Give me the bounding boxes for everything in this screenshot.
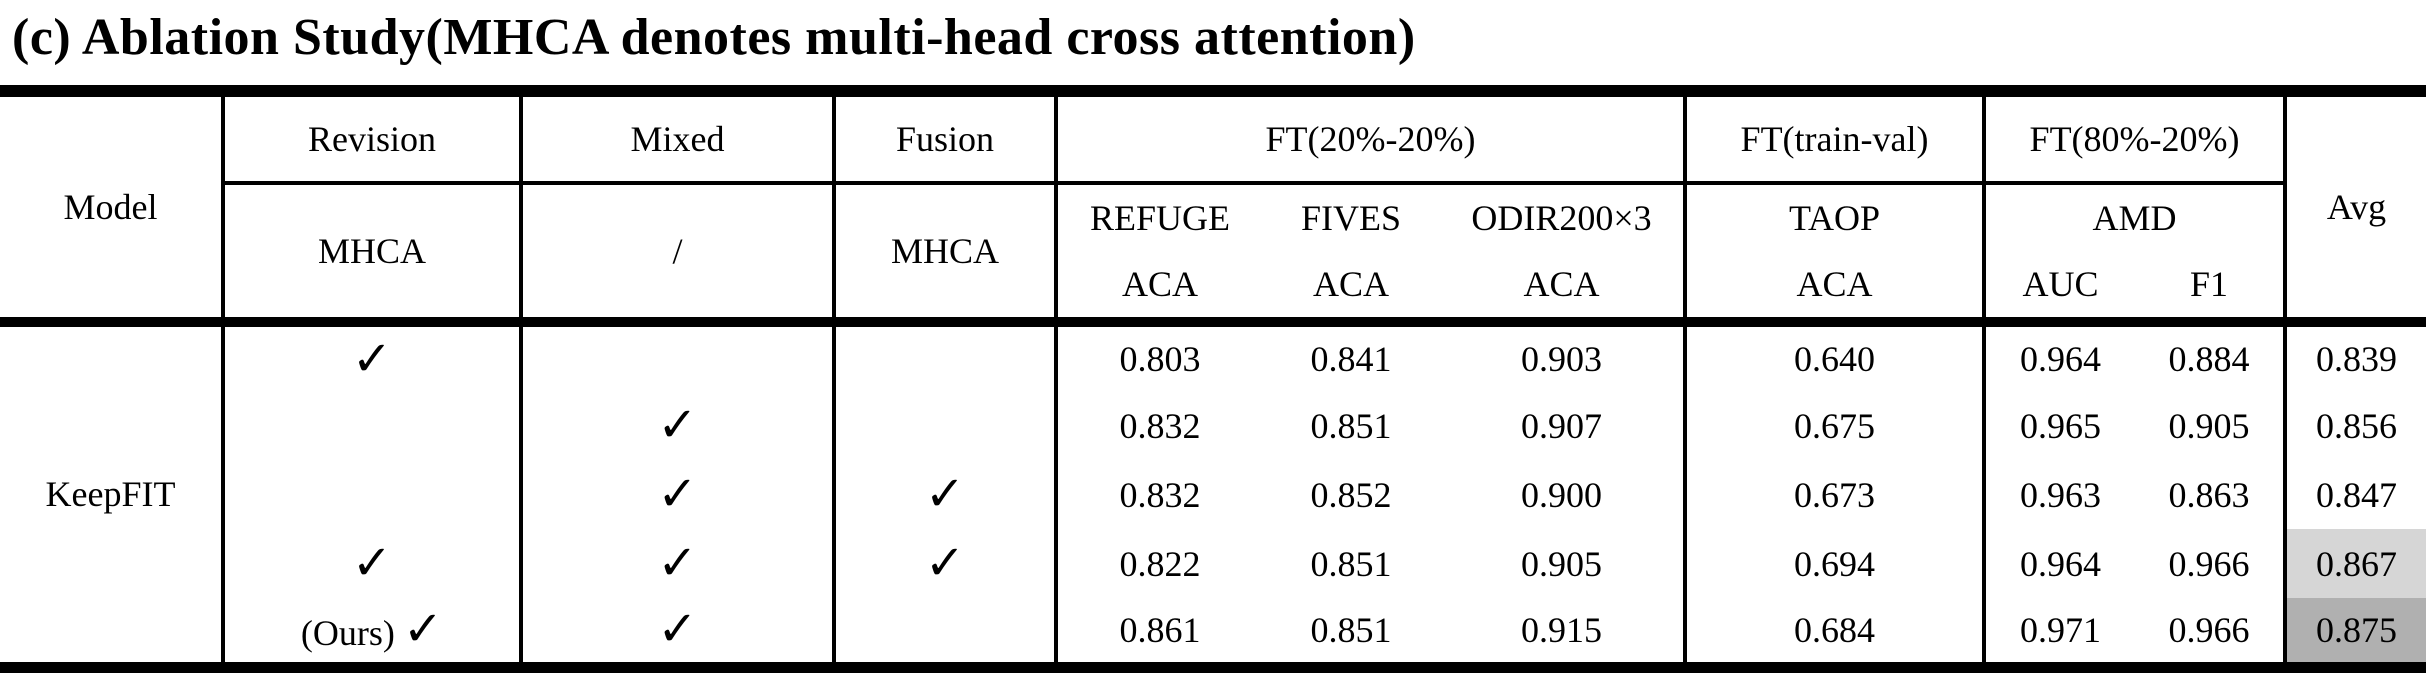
header-cell-taop-aca: ACA xyxy=(1685,251,1987,322)
header-cell-refuge: REFUGE xyxy=(1089,198,1230,238)
amd-f1-value: 0.884 xyxy=(2135,322,2288,391)
header-cell-mixed-slash: / xyxy=(521,183,836,322)
table-row-1: KeepFIT ✓ 0.803 0.841 0.903 0.640 0.964 … xyxy=(0,322,2426,667)
revision-check-cell: ✓ xyxy=(223,529,523,598)
header-cell-auc: AUC xyxy=(2022,264,2099,304)
odir-aca-value: 0.915 xyxy=(1440,598,1688,667)
checkmark-icon: ✓ xyxy=(351,535,393,591)
fives-aca-value: 0.851 xyxy=(1310,543,1392,584)
taop-aca-value: 0.673 xyxy=(1685,460,1987,529)
table-row-3: ✓ ✓ 0.832 0.852 0.900 0.673 0.963 0.863 … xyxy=(0,460,2426,529)
header-row-metrics: ACA ACA ACA ACA AUC F1 xyxy=(0,251,2426,322)
fusion-check-cell xyxy=(834,322,1058,391)
amd-auc-value: 0.971 xyxy=(2020,609,2102,650)
revision-check-cell xyxy=(223,460,523,529)
fusion-check-cell: ✓ xyxy=(834,460,1058,529)
odir-aca-value: 0.905 xyxy=(1440,529,1688,598)
taop-aca-value: 0.684 xyxy=(1685,598,1987,667)
header-cell-ft-80-20: FT(80%-20%) xyxy=(1984,91,2288,185)
taop-aca-value: 0.694 xyxy=(1685,529,1987,598)
checkmark-icon: ✓ xyxy=(657,601,698,658)
revision-check-cell-ours: (Ours) ✓ xyxy=(223,598,523,667)
amd-auc-value: 0.965 xyxy=(2020,405,2102,446)
refuge-aca-value: 0.822 xyxy=(1119,543,1201,584)
fusion-check-cell xyxy=(834,391,1058,460)
taop-aca-value: 0.640 xyxy=(1685,322,1987,391)
header-cell-refuge-aca: ACA xyxy=(1121,264,1198,304)
avg-value: 0.839 xyxy=(2316,339,2398,379)
revision-check-cell: ✓ xyxy=(223,322,523,391)
mixed-check-cell: ✓ xyxy=(521,598,836,667)
table-row-2: ✓ 0.832 0.851 0.907 0.675 0.965 0.905 0.… xyxy=(0,391,2426,460)
ours-label: (Ours) xyxy=(300,613,395,654)
table-header: Model Revision Mixed Fusion FT(20%-20%) … xyxy=(0,91,2426,322)
header-cell-odir-aca: ACA xyxy=(1440,251,1688,322)
refuge-aca-value: 0.861 xyxy=(1119,609,1201,650)
checkmark-icon: ✓ xyxy=(402,601,444,658)
amd-f1-value: 0.905 xyxy=(2135,391,2288,460)
header-row-datasets: MHCA / MHCA REFUGE FIVES ODIR200×3 TAOP … xyxy=(0,183,2426,322)
amd-auc-value: 0.963 xyxy=(2020,474,2102,515)
refuge-aca-value: 0.832 xyxy=(1119,474,1201,515)
fives-aca-value: 0.852 xyxy=(1310,474,1392,515)
revision-check-cell xyxy=(223,391,523,460)
header-cell-fives-aca: ACA xyxy=(1312,264,1389,304)
odir-aca-value: 0.907 xyxy=(1440,391,1688,460)
amd-auc-value: 0.964 xyxy=(2020,543,2102,584)
fives-aca-value: 0.851 xyxy=(1310,609,1392,650)
avg-value: 0.847 xyxy=(2316,474,2398,515)
avg-value-highlight-dark: 0.875 xyxy=(2285,598,2426,667)
amd-f1-value: 0.966 xyxy=(2135,598,2288,667)
header-cell-amd: AMD xyxy=(1984,183,2288,251)
ablation-study-table: Model Revision Mixed Fusion FT(20%-20%) … xyxy=(0,85,2426,673)
odir-aca-value: 0.903 xyxy=(1440,322,1688,391)
checkmark-icon: ✓ xyxy=(351,330,393,387)
mixed-check-cell: ✓ xyxy=(521,529,836,598)
amd-f1-value: 0.966 xyxy=(2135,529,2288,598)
checkmark-icon: ✓ xyxy=(924,535,966,591)
header-cell-odir200x3: ODIR200×3 xyxy=(1440,183,1688,251)
checkmark-icon: ✓ xyxy=(657,535,698,591)
mixed-check-cell: ✓ xyxy=(521,391,836,460)
table-body: KeepFIT ✓ 0.803 0.841 0.903 0.640 0.964 … xyxy=(0,322,2426,667)
model-name-cell: KeepFIT xyxy=(0,322,225,667)
header-cell-avg: Avg xyxy=(2326,187,2387,227)
figure-caption: (c) Ablation Study(MHCA denotes multi-he… xyxy=(12,9,1416,66)
refuge-aca-value: 0.832 xyxy=(1119,405,1201,446)
table-row-4: ✓ ✓ ✓ 0.822 0.851 0.905 0.694 0.964 0.96… xyxy=(0,529,2426,598)
avg-value: 0.856 xyxy=(2316,405,2398,446)
refuge-aca-value: 0.803 xyxy=(1119,339,1201,379)
header-cell-taop: TAOP xyxy=(1685,183,1987,251)
header-cell-revision-mhca: MHCA xyxy=(223,183,523,322)
checkmark-icon: ✓ xyxy=(657,397,698,453)
table-row-5: (Ours) ✓ ✓ 0.861 0.851 0.915 0.684 0.971 … xyxy=(0,598,2426,667)
amd-auc-value: 0.964 xyxy=(2020,339,2102,379)
avg-value-highlight-light: 0.867 xyxy=(2285,529,2426,598)
fives-aca-value: 0.851 xyxy=(1310,405,1392,446)
header-cell-ft-train-val: FT(train-val) xyxy=(1685,91,1987,185)
checkmark-icon: ✓ xyxy=(924,466,966,522)
taop-aca-value: 0.675 xyxy=(1685,391,1987,460)
fusion-check-cell: ✓ xyxy=(834,529,1058,598)
fusion-check-cell xyxy=(834,598,1058,667)
amd-f1-value: 0.863 xyxy=(2135,460,2288,529)
header-row-groups: Model Revision Mixed Fusion FT(20%-20%) … xyxy=(0,91,2426,322)
header-cell-fives: FIVES xyxy=(1300,198,1402,238)
header-cell-fusion-mhca: MHCA xyxy=(834,183,1058,322)
header-cell-model: Model xyxy=(0,91,225,322)
mixed-check-cell: ✓ xyxy=(521,460,836,529)
checkmark-icon: ✓ xyxy=(657,466,698,522)
mixed-check-cell xyxy=(521,322,836,391)
header-cell-f1: F1 xyxy=(2135,251,2288,322)
header-cell-ft-20-20: FT(20%-20%) xyxy=(1056,91,1688,185)
header-cell-revision: Revision xyxy=(223,91,523,185)
header-cell-mixed: Mixed xyxy=(521,91,836,185)
odir-aca-value: 0.900 xyxy=(1440,460,1688,529)
fives-aca-value: 0.841 xyxy=(1310,339,1392,379)
header-cell-fusion: Fusion xyxy=(834,91,1058,185)
